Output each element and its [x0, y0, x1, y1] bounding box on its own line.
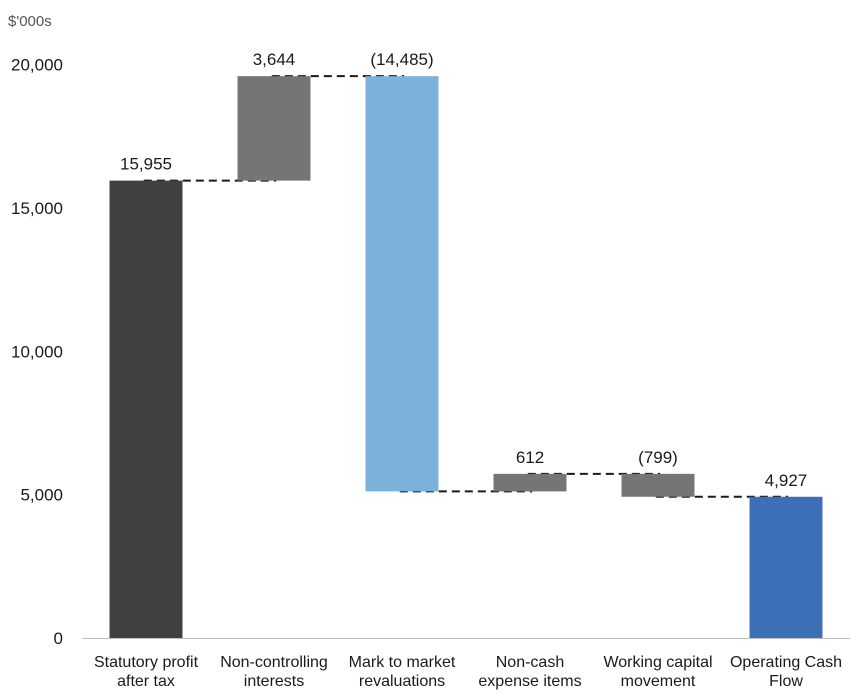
x-axis: Statutory profit after tax Non-controlling… — [82, 638, 850, 690]
data-label: (799) — [638, 448, 678, 467]
data-label: 15,955 — [120, 155, 172, 174]
data-label: 3,644 — [253, 50, 296, 69]
y-tick-label: 20,000 — [11, 56, 63, 75]
bar — [493, 473, 567, 492]
data-label: 612 — [516, 448, 544, 467]
bars — [109, 76, 823, 638]
y-axis: 0 5,000 10,000 15,000 20,000 — [11, 56, 63, 648]
x-category-label: Mark to market revaluations — [349, 654, 456, 690]
x-category-label: Non-cash expense items — [478, 654, 581, 690]
y-tick-label: 10,000 — [11, 342, 63, 361]
bar — [237, 76, 311, 181]
unit-label: $'000s — [8, 13, 52, 30]
bar — [621, 473, 695, 497]
bar — [749, 496, 823, 638]
data-label: 4,927 — [765, 471, 808, 490]
y-tick-label: 5,000 — [20, 486, 63, 505]
y-tick-label: 0 — [54, 629, 63, 648]
data-label: (14,485) — [370, 50, 433, 69]
bar — [109, 180, 183, 638]
y-tick-label: 15,000 — [11, 199, 63, 218]
bar — [365, 76, 439, 492]
x-category-label: Operating Cash Flow — [730, 654, 842, 690]
x-category-label: Statutory profit after tax — [94, 654, 199, 690]
x-category-label: Non-controlling interests — [220, 654, 328, 690]
x-category-label: Working capital movement — [603, 654, 712, 690]
data-labels: 15,955 3,644 (14,485) 612 (799) 4,927 — [120, 50, 807, 490]
